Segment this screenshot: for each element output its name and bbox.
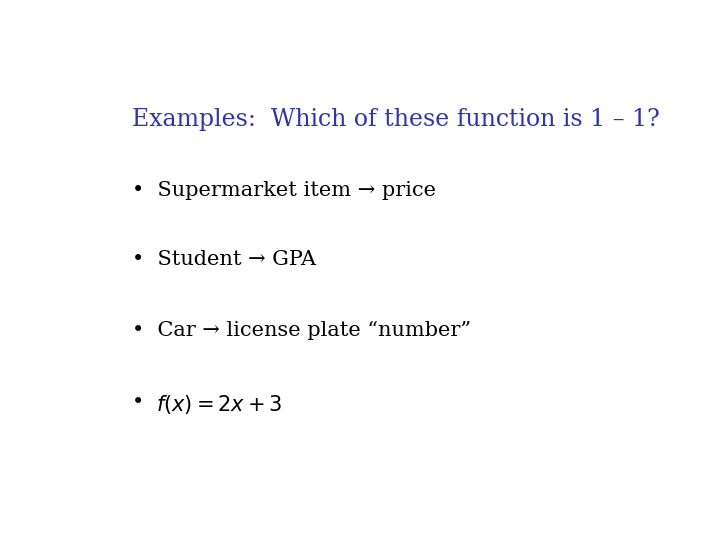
Text: •: • xyxy=(132,393,150,412)
Text: •  Student → GPA: • Student → GPA xyxy=(132,250,316,269)
Text: Examples:  Which of these function is 1 – 1?: Examples: Which of these function is 1 –… xyxy=(132,109,660,131)
Text: $\mathit{f}(x) = 2x + 3$: $\mathit{f}(x) = 2x + 3$ xyxy=(156,393,282,416)
Text: •  Car → license plate “number”: • Car → license plate “number” xyxy=(132,321,471,340)
Text: •  Supermarket item → price: • Supermarket item → price xyxy=(132,181,436,200)
